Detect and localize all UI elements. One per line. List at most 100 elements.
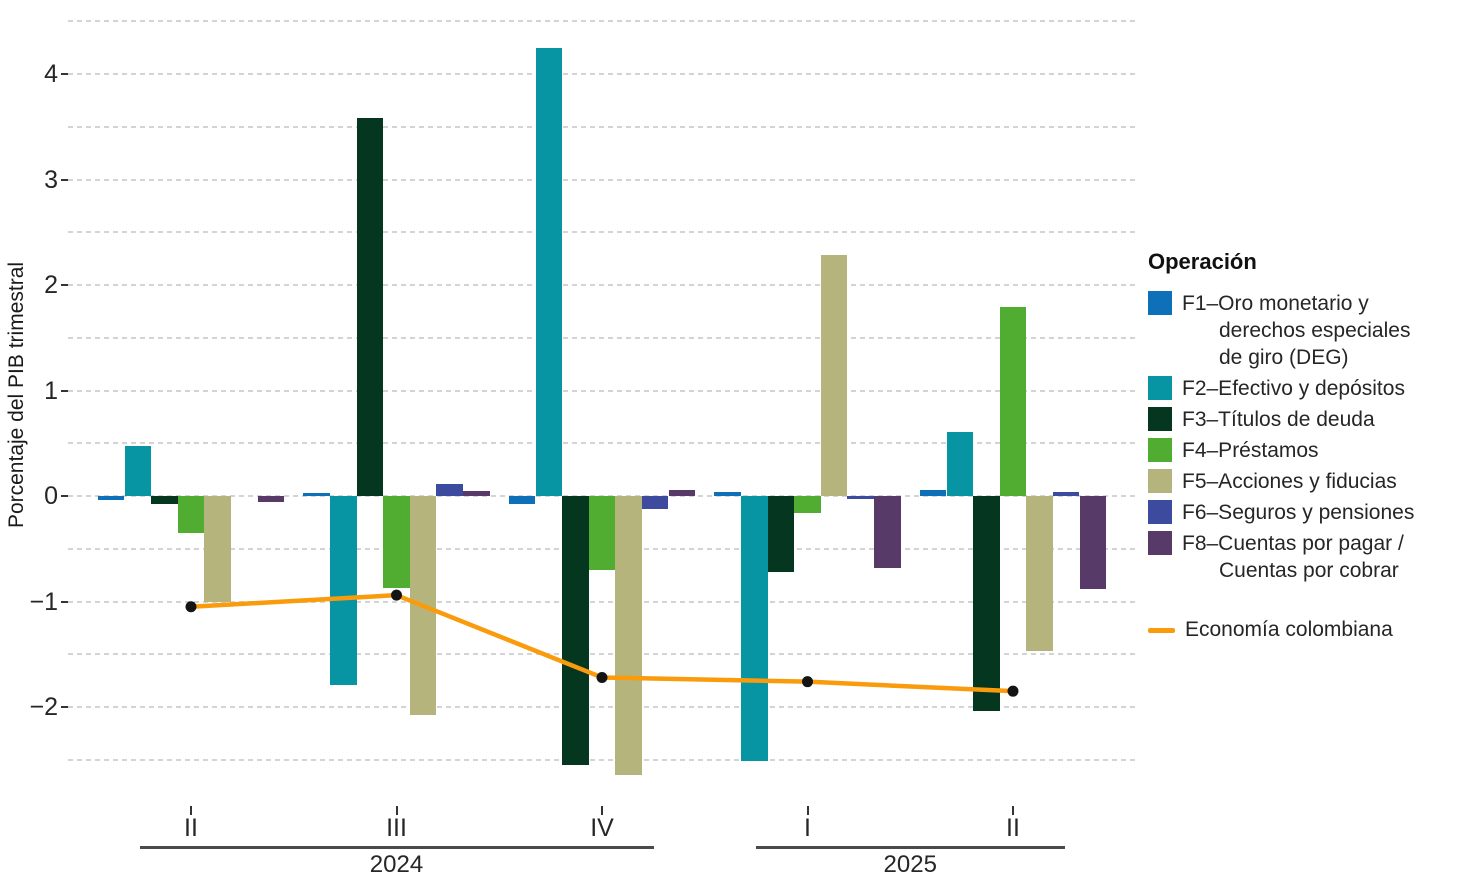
line-series-key-icon <box>1148 627 1175 633</box>
x-tick-mark <box>395 806 398 815</box>
gridline <box>68 284 1136 286</box>
legend-swatch-icon <box>1148 438 1172 462</box>
bar-F2-II-2025 <box>946 431 974 496</box>
x-tick-mark <box>190 806 192 815</box>
bar-F2-II-2024 <box>124 446 152 496</box>
gridline <box>68 231 1136 234</box>
gridline <box>68 389 1136 392</box>
legend-title: Operación <box>1148 249 1257 274</box>
bar-F4-I-2025 <box>794 496 821 513</box>
line-point <box>1007 685 1019 697</box>
legend-item-label: F3–Títulos de deuda <box>1182 408 1375 431</box>
x-quarter-label: II <box>184 814 198 842</box>
bar-F8-IV-2024 <box>668 489 696 496</box>
x-axis-line-2024 <box>139 846 654 849</box>
y-tick-label: 4 <box>44 60 58 88</box>
x-year-label: 2025 <box>883 851 937 878</box>
x-tick-mark <box>601 806 603 815</box>
legend-swatch-icon <box>1148 376 1172 400</box>
x-quarter-label: II <box>1006 814 1020 842</box>
bar-F6-III-2024 <box>436 484 463 496</box>
y-tick-mark <box>61 284 68 286</box>
y-tick-label: 0 <box>44 482 58 510</box>
y-tick-mark <box>61 178 68 181</box>
x-tick-mark <box>1012 806 1014 815</box>
bar-F3-IV-2024 <box>562 496 589 766</box>
gridline <box>68 125 1136 128</box>
bar-F6-I-2025 <box>847 496 874 500</box>
bar-F3-III-2024 <box>356 118 384 496</box>
legend-item-f8: F8–Cuentas por pagar / Cuentas por cobra… <box>1148 530 1480 584</box>
line-path <box>188 592 1016 694</box>
legend-item-label: F1–Oro monetario y derechos especiales d… <box>1182 292 1411 369</box>
legend-item-label: F5–Acciones y fiducias <box>1182 470 1397 493</box>
y-tick-mark <box>61 389 68 392</box>
bar-F2-IV-2024 <box>535 47 563 496</box>
gridline <box>68 336 1136 339</box>
legend-item-f2: F2–Efectivo y depósitos <box>1148 375 1480 402</box>
line-point <box>391 589 402 601</box>
legend-swatch-icon <box>1148 407 1172 431</box>
bar-F1-III-2024 <box>303 492 330 496</box>
bar-F1-I-2025 <box>714 491 741 496</box>
y-tick-mark <box>61 73 68 75</box>
legend-item-label: F2–Efectivo y depósitos <box>1182 377 1405 400</box>
y-tick-mark <box>61 495 68 497</box>
bar-F8-II-2024 <box>257 496 285 503</box>
y-tick-label: 3 <box>44 165 58 194</box>
y-tick-mark <box>61 706 68 708</box>
y-tick-label: −1 <box>29 587 58 616</box>
bar-F6-II-2025 <box>1052 491 1080 496</box>
legend: Operación F1–Oro monetario y derechos es… <box>1148 248 1480 642</box>
bar-F5-IV-2024 <box>615 496 642 775</box>
bar-F4-IV-2024 <box>588 496 616 570</box>
y-tick-label: −2 <box>29 693 58 721</box>
legend-line-label: Economía colombiana <box>1185 618 1393 641</box>
gridline <box>68 706 1136 708</box>
legend-item-f1: F1–Oro monetario y derechos especiales d… <box>1148 290 1480 371</box>
line-point <box>596 671 608 683</box>
bar-F1-II-2024 <box>97 496 125 501</box>
gridline <box>68 758 1136 761</box>
bar-F8-III-2024 <box>463 490 490 496</box>
gridline <box>68 20 1136 23</box>
bar-F4-II-2024 <box>177 496 205 533</box>
x-quarter-label: III <box>386 814 407 842</box>
y-tick-mark <box>61 600 68 603</box>
legend-swatch-icon <box>1148 531 1172 555</box>
legend-item-f6: F6–Seguros y pensiones <box>1148 499 1480 526</box>
bar-F8-II-2025 <box>1079 496 1107 589</box>
line-point <box>185 601 197 613</box>
plot-area <box>68 20 1136 775</box>
legend-swatch-icon <box>1148 469 1172 493</box>
x-year-label: 2024 <box>369 851 424 878</box>
legend-item-label: F6–Seguros y pensiones <box>1182 501 1415 524</box>
y-tick-label: 1 <box>44 376 58 405</box>
bar-F3-II-2024 <box>151 496 178 505</box>
bar-F4-III-2024 <box>383 496 410 588</box>
bar-F1-II-2025 <box>919 489 947 496</box>
bar-F1-IV-2024 <box>508 496 536 505</box>
bar-F2-I-2025 <box>741 496 768 761</box>
legend-item-economia-colombiana: Economía colombiana <box>1148 618 1480 642</box>
x-tick-mark <box>806 806 809 815</box>
legend-swatch-icon <box>1148 500 1172 524</box>
legend-item-f5: F5–Acciones y fiducias <box>1148 468 1480 495</box>
line-point <box>802 676 813 688</box>
legend-item-label: F4–Préstamos <box>1182 439 1319 462</box>
bar-F5-II-2025 <box>1026 496 1053 652</box>
x-quarter-label: IV <box>590 814 614 842</box>
gridline <box>68 73 1136 75</box>
bar-F3-I-2025 <box>767 496 795 572</box>
bar-F4-II-2025 <box>999 307 1027 496</box>
legend-swatch-icon <box>1148 291 1172 315</box>
legend-item-f4: F4–Préstamos <box>1148 437 1480 464</box>
gridline <box>68 178 1136 181</box>
legend-item-label: F8–Cuentas por pagar / Cuentas por cobra… <box>1182 532 1404 582</box>
bar-F3-II-2025 <box>973 496 1000 712</box>
bar-F5-I-2025 <box>820 255 848 496</box>
bar-F5-II-2024 <box>204 496 231 602</box>
gridline <box>68 442 1136 445</box>
x-axis-line-2025 <box>756 846 1065 849</box>
